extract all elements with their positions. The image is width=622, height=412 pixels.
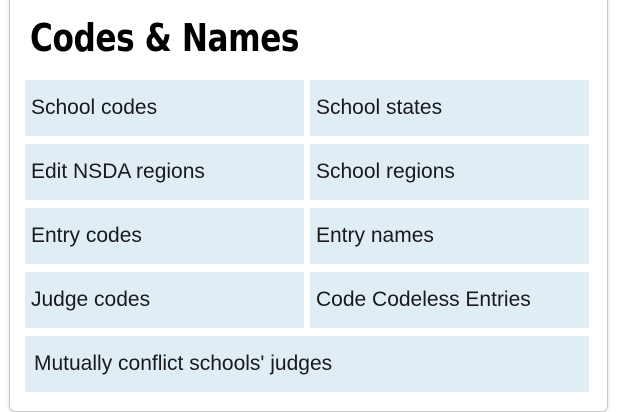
link-row: Entry codes Entry names — [25, 208, 589, 264]
code-codeless-entries-link[interactable]: Code Codeless Entries — [310, 272, 589, 328]
entry-names-link[interactable]: Entry names — [310, 208, 589, 264]
link-row: Judge codes Code Codeless Entries — [25, 272, 589, 328]
edit-nsda-regions-link[interactable]: Edit NSDA regions — [25, 144, 304, 200]
mutually-conflict-judges-link[interactable]: Mutually conflict schools' judges — [25, 336, 589, 392]
link-row: Mutually conflict schools' judges — [25, 336, 589, 392]
school-regions-link[interactable]: School regions — [310, 144, 589, 200]
section-title: Codes & Names — [30, 16, 300, 60]
entry-codes-link[interactable]: Entry codes — [25, 208, 304, 264]
school-states-link[interactable]: School states — [310, 80, 589, 136]
link-row: Edit NSDA regions School regions — [25, 144, 589, 200]
link-row: School codes School states — [25, 80, 589, 136]
school-codes-link[interactable]: School codes — [25, 80, 304, 136]
link-grid: School codes School states Edit NSDA reg… — [25, 80, 589, 400]
judge-codes-link[interactable]: Judge codes — [25, 272, 304, 328]
